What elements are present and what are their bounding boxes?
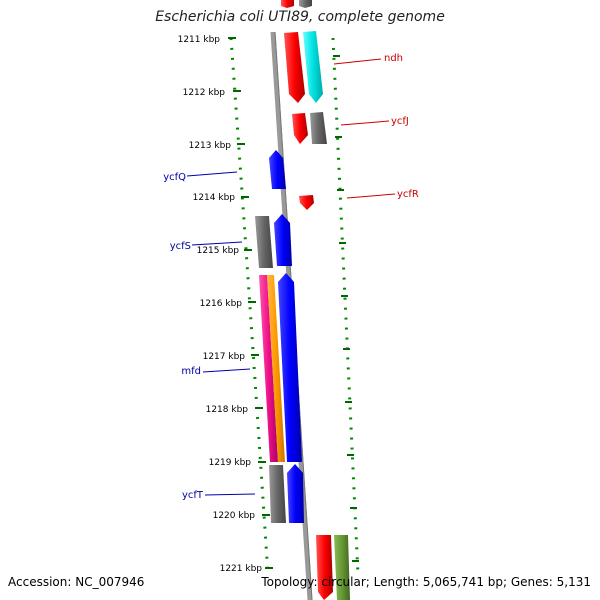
gene-feature-grey-ycfJ[interactable] bbox=[310, 112, 327, 144]
gene-ycfT[interactable] bbox=[287, 464, 304, 523]
ruler-label: 1212 kbp bbox=[183, 88, 226, 98]
gene-label-ycfQ[interactable]: ycfQ bbox=[163, 172, 186, 183]
ruler-right-dots bbox=[331, 37, 360, 576]
ruler-label: 1217 kbp bbox=[203, 352, 246, 362]
gene-label-ycfT[interactable]: ycfT bbox=[182, 490, 204, 501]
gene-feature-top-grey[interactable] bbox=[299, 0, 312, 8]
ruler-label: 1211 kbp bbox=[178, 35, 221, 45]
gene-label-ycfJ[interactable]: ycfJ bbox=[391, 116, 409, 127]
gene-label-ndh[interactable]: ndh bbox=[384, 53, 403, 64]
leader-ycfT bbox=[204, 493, 256, 496]
ruler-label: 1219 kbp bbox=[209, 458, 252, 468]
leader-ycfQ bbox=[186, 171, 238, 177]
gene-ycfJ[interactable] bbox=[292, 113, 308, 144]
gene-feature-cyan[interactable] bbox=[303, 31, 323, 103]
gene-ycfS[interactable] bbox=[274, 214, 292, 266]
gene-label-ycfS[interactable]: ycfS bbox=[170, 241, 191, 252]
accession-text: Accession: NC_007946 bbox=[8, 575, 145, 589]
ruler-label: 1213 kbp bbox=[189, 141, 232, 151]
leader-ycfJ bbox=[340, 120, 390, 126]
gene-labels: ndh ycfJ ycfR ycfQ ycfS mfd ycfT bbox=[163, 53, 419, 501]
leader-ycfR bbox=[346, 193, 396, 199]
ruler-label: 1214 kbp bbox=[193, 193, 236, 203]
gene-ycfQ[interactable] bbox=[269, 150, 286, 189]
ruler-label: 1218 kbp bbox=[206, 405, 249, 415]
ruler-ticks-right bbox=[333, 55, 359, 562]
gene-feature-orange[interactable] bbox=[267, 275, 285, 462]
ruler-label: 1220 kbp bbox=[213, 511, 256, 521]
leader-ndh bbox=[333, 58, 382, 65]
gene-feature-pink[interactable] bbox=[259, 275, 278, 462]
leader-mfd bbox=[202, 368, 251, 373]
ruler-label: 1215 kbp bbox=[197, 246, 240, 256]
ruler-label: 1221 kbp bbox=[220, 564, 263, 574]
topology-info: Topology: circular; Length: 5,065,741 bp… bbox=[261, 575, 591, 589]
gene-feature-bottom-red[interactable] bbox=[316, 535, 333, 600]
gene-ycfR[interactable] bbox=[299, 195, 314, 210]
ruler-labels: 1211 kbp 1212 kbp 1213 kbp 1214 kbp 1215… bbox=[178, 35, 263, 574]
map-title: Escherichia coli UTI89, complete genome bbox=[155, 9, 445, 25]
gene-label-mfd[interactable]: mfd bbox=[181, 366, 201, 377]
gene-label-ycfR[interactable]: ycfR bbox=[397, 189, 419, 200]
leader-ycfS bbox=[191, 241, 243, 246]
gene-mfd[interactable] bbox=[278, 273, 302, 462]
label-leaders bbox=[186, 58, 396, 496]
ruler-ticks bbox=[228, 37, 273, 569]
gene-feature-grey-ycfS[interactable] bbox=[255, 216, 273, 268]
gene-ndh[interactable] bbox=[284, 32, 305, 103]
gene-feature-grey-ycfT[interactable] bbox=[269, 465, 286, 523]
gene-feature-top-red[interactable] bbox=[281, 0, 294, 8]
gene-feature-bottom-olive[interactable] bbox=[334, 535, 350, 600]
ruler-label: 1216 kbp bbox=[200, 299, 243, 309]
